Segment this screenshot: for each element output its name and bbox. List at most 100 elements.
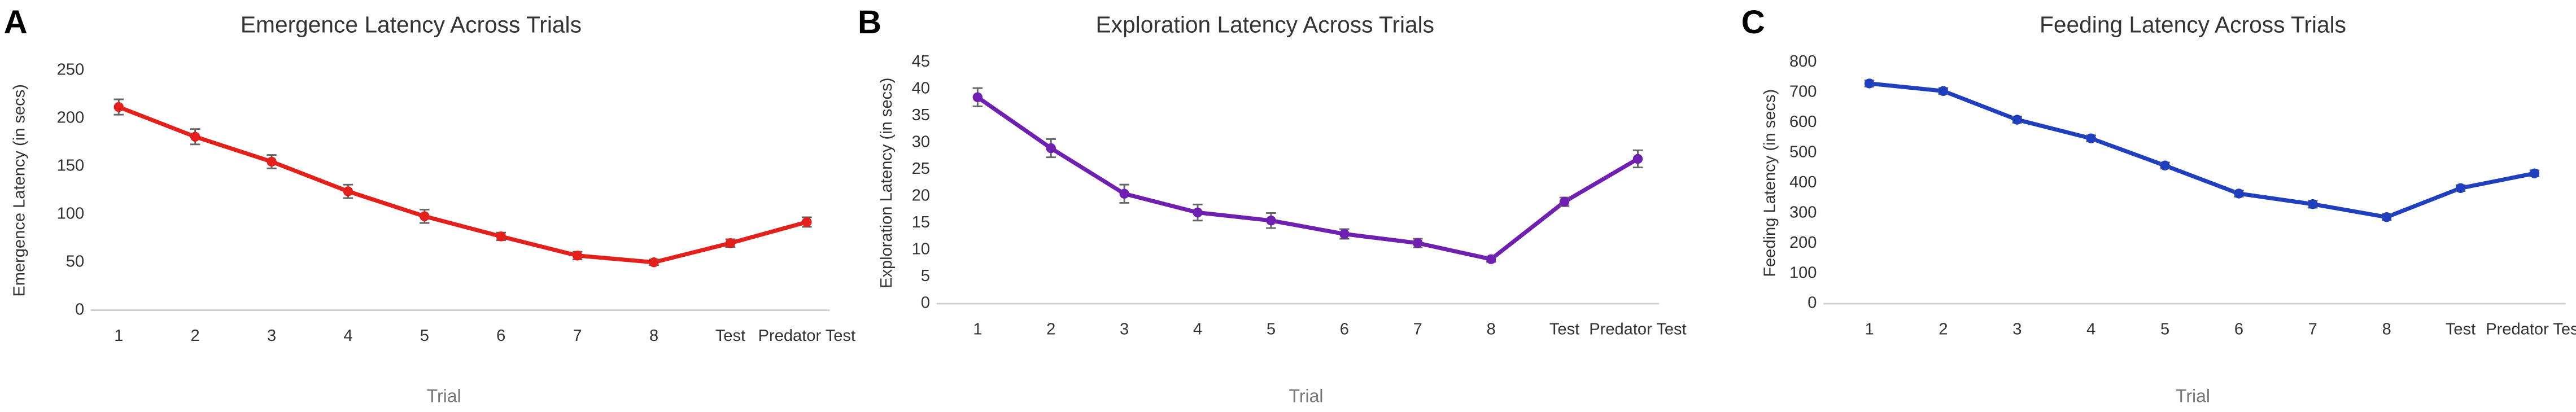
x-axis-label: Trial <box>2176 385 2210 406</box>
x-tick-label: Test <box>1549 320 1579 338</box>
point <box>1486 254 1496 264</box>
y-tick-label: 20 <box>912 187 930 205</box>
chart-title: Feeding Latency Across Trials <box>2040 11 2346 37</box>
panel-label: C <box>1741 4 1765 41</box>
point <box>2455 183 2466 194</box>
x-tick-label: 3 <box>267 327 276 345</box>
x-tick-label: Predator Test <box>2486 320 2576 338</box>
x-tick-label: 5 <box>420 327 429 345</box>
point <box>2308 199 2318 209</box>
point <box>190 132 200 142</box>
y-axis-label: Feeding Latency (in secs) <box>1761 89 1779 277</box>
y-tick-label: 250 <box>57 61 85 79</box>
x-axis-label: Trial <box>1289 385 1323 406</box>
chart-title: Emergence Latency Across Trials <box>241 11 582 37</box>
y-tick-label: 50 <box>66 252 84 270</box>
point <box>2234 189 2244 199</box>
y-tick-label: 100 <box>57 205 85 223</box>
y-tick-label: 800 <box>1789 52 1817 71</box>
y-tick-label: 0 <box>921 294 930 312</box>
x-tick-label: 3 <box>2012 320 2021 338</box>
panel-label: B <box>858 4 881 41</box>
y-tick-label: 700 <box>1789 83 1817 101</box>
point <box>1632 154 1643 164</box>
point <box>2529 168 2540 178</box>
x-tick-label: 5 <box>2160 320 2169 338</box>
point <box>1339 229 1350 239</box>
x-tick-label: 4 <box>1193 320 1202 338</box>
x-tick-label: 3 <box>1120 320 1129 338</box>
y-axis-label: Emergence Latency (in secs) <box>10 84 28 297</box>
point <box>649 257 659 268</box>
y-tick-label: 25 <box>912 160 930 178</box>
point <box>267 156 277 167</box>
y-tick-label: 0 <box>75 300 84 318</box>
point <box>1193 207 1203 218</box>
y-tick-label: 150 <box>57 157 85 175</box>
x-tick-label: 8 <box>649 327 658 345</box>
data-line <box>117 105 807 265</box>
x-tick-label: 1 <box>114 327 123 345</box>
point <box>2012 115 2023 125</box>
y-tick-label: 400 <box>1789 173 1817 191</box>
point <box>1864 78 1875 89</box>
point <box>1119 189 1129 199</box>
y-tick-label: 100 <box>1789 264 1817 282</box>
x-tick-label: 2 <box>1046 320 1055 338</box>
point <box>496 231 506 242</box>
point <box>343 186 353 196</box>
point <box>1559 196 1570 207</box>
y-tick-label: 200 <box>1789 234 1817 252</box>
x-tick-label: 2 <box>1938 320 1948 338</box>
y-tick-label: 45 <box>912 52 930 71</box>
x-tick-label: 8 <box>2382 320 2391 338</box>
x-axis-label: Trial <box>427 385 461 406</box>
y-tick-label: 200 <box>57 109 85 127</box>
x-tick-label: 2 <box>191 327 200 345</box>
y-tick-label: 30 <box>912 133 930 151</box>
y-tick-label: 600 <box>1789 113 1817 131</box>
x-tick-label: 6 <box>2234 320 2243 338</box>
x-tick-label: Predator Test <box>758 327 855 345</box>
x-tick-label: Predator Test <box>1589 320 1686 338</box>
x-tick-label: 7 <box>573 327 582 345</box>
point <box>420 211 430 221</box>
point <box>972 92 983 102</box>
y-tick-label: 500 <box>1789 143 1817 161</box>
point <box>1938 86 1949 97</box>
x-tick-label: 5 <box>1267 320 1276 338</box>
x-tick-label: 4 <box>343 327 352 345</box>
y-tick-label: 300 <box>1789 203 1817 221</box>
x-tick-label: Test <box>715 327 745 345</box>
x-tick-label: Test <box>2446 320 2475 338</box>
y-axis-label: Exploration Latency (in secs) <box>877 78 896 288</box>
point <box>113 102 124 112</box>
point <box>1266 216 1276 226</box>
point <box>802 217 812 227</box>
x-tick-label: 7 <box>1413 320 1422 338</box>
point <box>1046 143 1056 154</box>
x-tick-label: 7 <box>2308 320 2317 338</box>
x-tick-label: 1 <box>973 320 982 338</box>
y-tick-label: 10 <box>912 240 930 258</box>
point <box>1413 238 1423 248</box>
x-tick-label: 1 <box>1865 320 1874 338</box>
y-tick-label: 5 <box>921 267 930 285</box>
x-tick-label: 4 <box>2086 320 2095 338</box>
data-line <box>976 95 1639 262</box>
y-tick-label: 0 <box>1807 294 1817 312</box>
x-tick-label: 6 <box>496 327 505 345</box>
point <box>572 251 583 261</box>
chart-title: Exploration Latency Across Trials <box>1096 11 1435 37</box>
y-tick-label: 40 <box>912 80 930 98</box>
x-tick-label: 8 <box>1487 320 1496 338</box>
panel-label: A <box>4 4 28 41</box>
point <box>725 238 736 248</box>
x-tick-label: 6 <box>1340 320 1349 338</box>
y-tick-label: 15 <box>912 213 930 231</box>
point <box>2086 133 2096 143</box>
data-line <box>1869 81 2535 220</box>
point <box>2160 160 2170 171</box>
